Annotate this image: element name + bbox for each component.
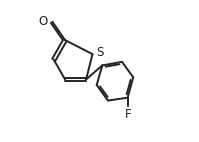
Text: F: F	[125, 108, 132, 121]
Text: O: O	[38, 15, 48, 28]
Text: S: S	[96, 46, 103, 59]
